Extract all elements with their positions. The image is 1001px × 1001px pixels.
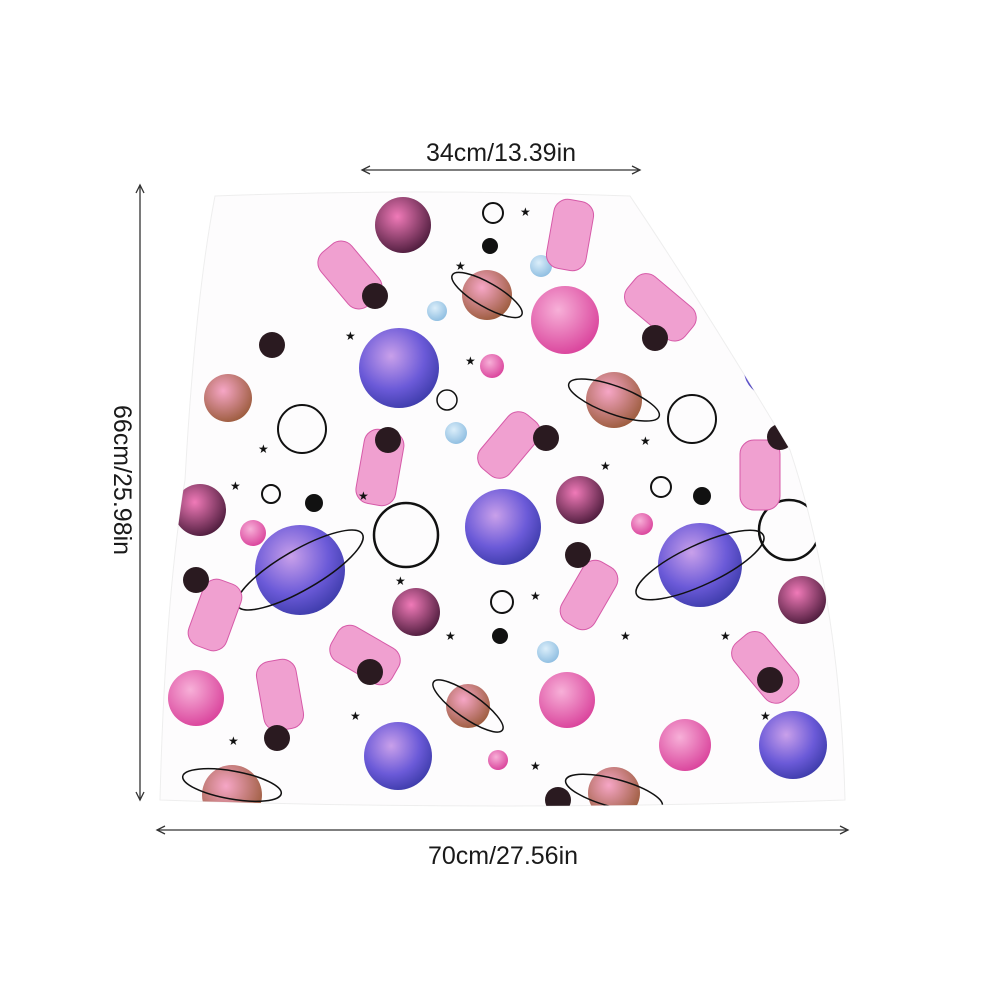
arrow-heads (155, 825, 850, 835)
bottom-dimension: 70cm/27.56in (155, 825, 850, 870)
svg-text:★: ★ (258, 442, 269, 456)
svg-text:★: ★ (640, 434, 651, 448)
svg-text:★: ★ (620, 629, 631, 643)
svg-text:★: ★ (465, 354, 476, 368)
svg-text:★: ★ (720, 629, 731, 643)
svg-text:★: ★ (358, 489, 369, 503)
height-label: 66cm/25.98in (108, 405, 136, 555)
svg-text:★: ★ (230, 479, 241, 493)
svg-text:★: ★ (520, 205, 531, 219)
svg-text:★: ★ (600, 459, 611, 473)
bottom-width-label: 70cm/27.56in (428, 842, 578, 870)
svg-text:★: ★ (228, 734, 239, 748)
arrow-heads (135, 183, 145, 802)
svg-text:★: ★ (395, 574, 406, 588)
arrow-heads (360, 165, 642, 175)
pattern: ★ ★ ★ ★ ★ ★ ★ ★ ★ ★ ★ ★ ★ ★ ★ ★ ★ ★ (168, 197, 827, 806)
svg-text:★: ★ (350, 709, 361, 723)
top-dimension: 34cm/13.39in (360, 139, 642, 175)
svg-text:★: ★ (345, 329, 356, 343)
height-dimension: 66cm/25.98in (108, 183, 145, 802)
top-width-label: 34cm/13.39in (426, 139, 576, 167)
svg-text:★: ★ (760, 709, 771, 723)
svg-text:★: ★ (530, 759, 541, 773)
cover: ★ ★ ★ ★ ★ ★ ★ ★ ★ ★ ★ ★ ★ ★ ★ ★ ★ ★ (159, 191, 846, 807)
svg-text:★: ★ (455, 259, 466, 273)
svg-text:★: ★ (445, 629, 456, 643)
svg-text:★: ★ (530, 589, 541, 603)
